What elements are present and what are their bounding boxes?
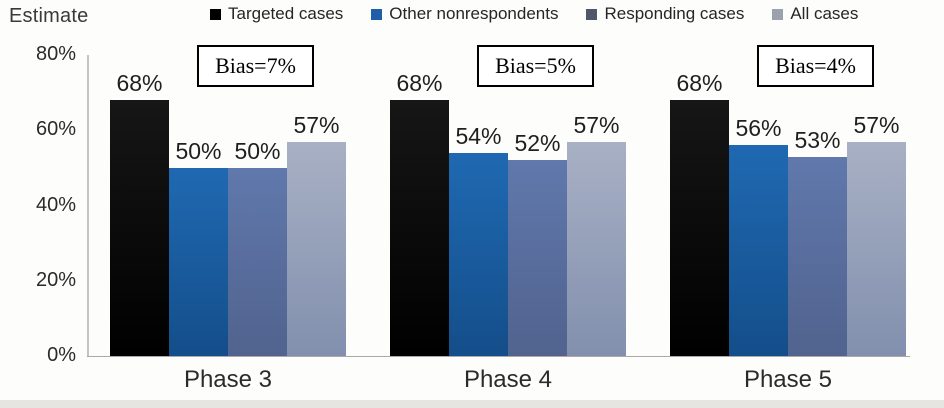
legend-item-3: Responding cases [586, 4, 744, 24]
bar-value-label: 56% [735, 115, 782, 142]
bar-value-label: 50% [175, 137, 222, 164]
chart-legend: Targeted cases Other nonrespondents Respon… [210, 4, 858, 24]
legend-marker-icon [210, 8, 221, 20]
bar-targeted-cases-phase-3 [110, 100, 169, 356]
bar-value-label: 52% [514, 130, 561, 157]
bar-value-label: 53% [794, 126, 841, 153]
y-axis-line [87, 55, 89, 356]
y-tick-label: 0% [47, 344, 76, 366]
bar-responding-cases-phase-4 [508, 160, 567, 356]
bar-value-label: 68% [676, 70, 723, 97]
legend-item-label: Other nonrespondents [389, 4, 559, 23]
y-tick-label: 80% [35, 43, 76, 65]
bar-other-nonrespondents-phase-3 [169, 167, 228, 356]
bar-targeted-cases-phase-4 [390, 100, 449, 356]
legend-item-4: All cases [772, 4, 858, 24]
bar-value-label: 54% [455, 122, 502, 149]
legend-item-label: Targeted cases [228, 4, 344, 23]
bar-value-label: 68% [396, 70, 443, 97]
legend-marker-icon [586, 8, 598, 20]
bar-value-label: 57% [853, 111, 900, 138]
bar-value-label: 57% [293, 111, 340, 138]
y-tick-label: 20% [35, 268, 76, 291]
legend-item-label: Responding cases [604, 4, 745, 23]
bias-annotation-box: Bias=4% [757, 45, 874, 87]
bar-responding-cases-phase-5 [788, 156, 847, 356]
y-tick-label: 40% [35, 193, 76, 216]
bias-annotation-box: Bias=7% [197, 45, 314, 87]
bar-responding-cases-phase-3 [228, 167, 287, 356]
bar-value-label: 50% [234, 137, 281, 164]
legend-item-1: Targeted cases [210, 4, 343, 24]
x-axis-category-label: Phase 5 [743, 366, 833, 393]
legend-item-label: All cases [790, 4, 859, 23]
bar-other-nonrespondents-phase-4 [449, 152, 508, 356]
bar-value-label: 68% [116, 70, 163, 97]
bar-targeted-cases-phase-5 [670, 100, 729, 356]
y-axis-title: Estimate [9, 5, 89, 27]
x-axis-category-label: Phase 4 [463, 366, 553, 393]
bias-annotation-box: Bias=5% [477, 45, 594, 87]
x-axis-category-label: Phase 3 [183, 366, 273, 393]
page-edge-strip [0, 400, 944, 408]
legend-item-2: Other nonrespondents [371, 4, 558, 24]
bar-all-cases-phase-5 [847, 141, 906, 356]
y-tick-label: 60% [35, 118, 76, 141]
bar-value-label: 57% [573, 111, 620, 138]
legend-marker-icon [772, 8, 784, 20]
bar-all-cases-phase-4 [567, 141, 626, 356]
bar-all-cases-phase-3 [287, 141, 346, 356]
bar-other-nonrespondents-phase-5 [729, 145, 788, 356]
x-axis-baseline [87, 356, 910, 357]
legend-marker-icon [371, 8, 383, 20]
